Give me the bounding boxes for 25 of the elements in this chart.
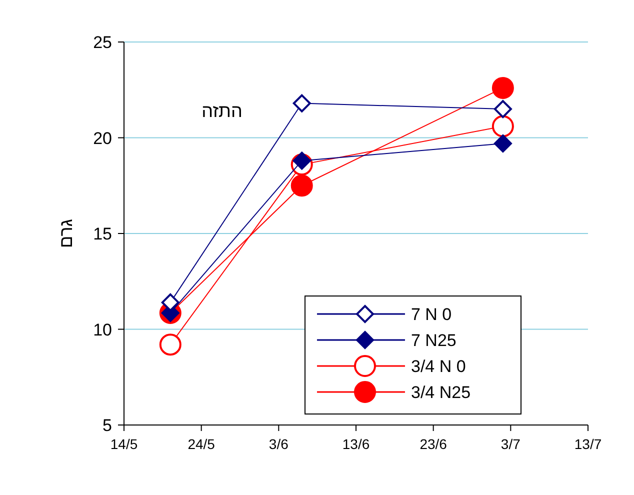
x-tick-label: 3/7 [500, 436, 521, 452]
y-axis-title: גרם [56, 218, 76, 248]
point [492, 115, 514, 138]
x-tick-label: 13/7 [574, 436, 602, 452]
point [492, 76, 514, 99]
point [494, 100, 512, 118]
point [159, 334, 182, 356]
y-tick-label: 15 [93, 224, 112, 244]
y-tick-label: 10 [93, 320, 112, 340]
point [292, 94, 311, 112]
x-tick-label: 14/5 [110, 436, 138, 452]
point [290, 174, 313, 197]
legend-label: 7 N 0 [411, 305, 452, 324]
x-tick-label: 24/5 [188, 436, 216, 452]
legend-label: 3/4 N25 [411, 383, 471, 402]
legend-label: 3/4 N 0 [411, 357, 466, 376]
point [494, 134, 512, 152]
annotation: התזה [202, 101, 242, 121]
y-tick-label: 20 [93, 128, 112, 148]
legend-label: 7 N25 [411, 331, 456, 350]
x-tick-label: 13/6 [342, 436, 370, 452]
y-tick-label: 25 [93, 33, 112, 52]
y-tick-label: 5 [102, 416, 112, 435]
x-tick-label: 3/6 [268, 436, 289, 452]
x-tick-label: 23/6 [420, 436, 448, 452]
